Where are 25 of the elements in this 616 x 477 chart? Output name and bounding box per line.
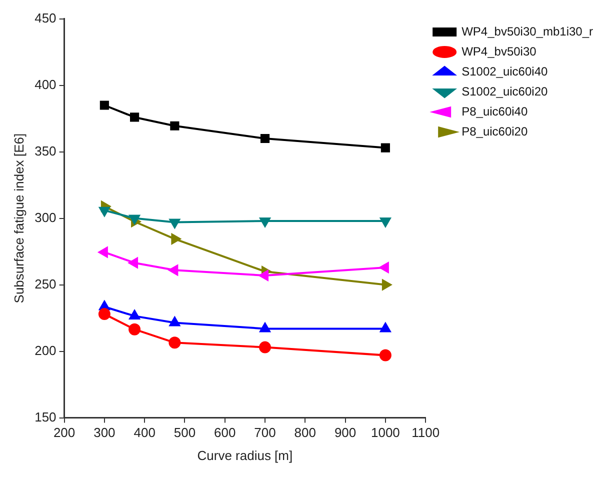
y-tick-label: 300 [34, 210, 56, 225]
x-tick-label: 700 [254, 425, 276, 440]
y-tick-label: 400 [34, 76, 56, 92]
x-tick-label: 600 [214, 425, 236, 440]
legend-label: WP4_bv50i30 [462, 44, 537, 58]
x-tick-label: 500 [174, 425, 196, 440]
x-tick-label: 200 [53, 425, 76, 440]
x-tick-label: 1000 [370, 425, 400, 440]
y-tick-label: 200 [34, 342, 56, 358]
x-tick-label: 1100 [412, 425, 440, 440]
legend-label: S1002_uic60i40 [462, 64, 548, 78]
x-tick-label: 800 [294, 425, 316, 440]
legend-label: P8_uic60i20 [462, 124, 528, 138]
x-tick-label: 300 [94, 425, 116, 440]
y-axis-title: Subsurface fatigue index [E6] [11, 133, 26, 304]
y-tick-label: 150 [34, 409, 56, 424]
x-tick-label: 400 [134, 425, 156, 440]
x-axis-title: Curve radius [m] [197, 448, 293, 463]
y-tick-label: 250 [34, 276, 56, 292]
legend-label: WP4_bv50i30_mb1i30_r [462, 24, 594, 38]
x-tick-label: 900 [334, 425, 356, 440]
legend-label: P8_uic60i40 [462, 104, 528, 118]
y-tick-label: 450 [34, 10, 56, 26]
legend-label: S1002_uic60i20 [462, 84, 548, 98]
y-tick-label: 350 [34, 143, 56, 158]
